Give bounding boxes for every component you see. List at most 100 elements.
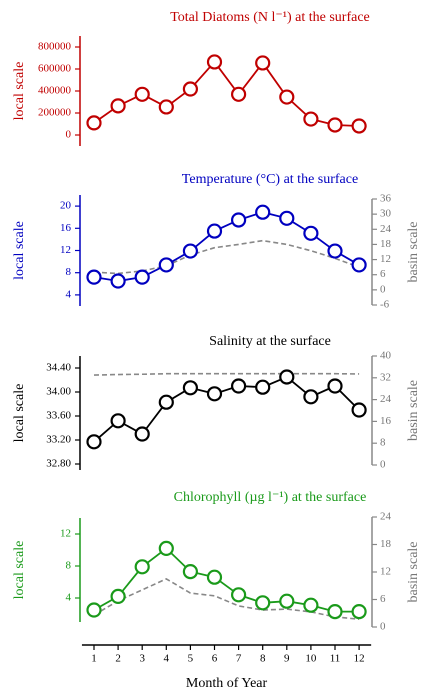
- y-axis-label: local scale: [12, 221, 27, 280]
- point: [351, 603, 367, 620]
- x-tick-label: 8: [260, 653, 266, 665]
- panel-title: Total Diatoms (N l⁻¹) at the surface: [170, 10, 370, 25]
- point: [134, 559, 150, 575]
- basin-line: [93, 577, 360, 621]
- y-axis-label: local scale: [12, 384, 27, 443]
- point: [303, 225, 319, 241]
- point: [206, 223, 223, 239]
- y2-tick-label: 24: [380, 223, 392, 235]
- y2-axis-label: basin scale: [406, 380, 421, 441]
- x-tick-label: 9: [284, 653, 290, 665]
- point: [158, 540, 174, 557]
- point: [110, 413, 126, 429]
- x-tick-label: 4: [164, 653, 170, 665]
- point: [351, 257, 367, 273]
- y-tick-label: 12: [60, 244, 71, 256]
- point: [206, 569, 223, 585]
- point: [279, 89, 295, 105]
- point: [231, 378, 247, 394]
- y2-tick-label: 12: [380, 253, 391, 265]
- x-tick-label: 5: [188, 653, 194, 665]
- y2-tick-label: 6: [380, 593, 386, 605]
- point: [327, 243, 343, 259]
- point: [110, 588, 126, 605]
- x-tick-label: 3: [139, 653, 145, 665]
- y2-tick-label: 18: [380, 238, 392, 250]
- point: [86, 602, 102, 618]
- point: [303, 597, 319, 613]
- x-tick-label: 10: [305, 653, 317, 665]
- point: [134, 426, 150, 442]
- y-tick-label: 32.80: [46, 458, 71, 470]
- y-axis-label: local scale: [12, 62, 27, 121]
- point: [327, 117, 343, 133]
- y2-tick-label: 16: [380, 415, 392, 427]
- point: [158, 394, 174, 410]
- point: [255, 204, 271, 220]
- point: [134, 86, 150, 102]
- y2-tick-label: 0: [380, 459, 386, 471]
- point: [231, 212, 247, 228]
- y-tick-label: 20: [60, 200, 72, 212]
- point: [279, 593, 295, 609]
- y-tick-label: 600000: [38, 63, 72, 75]
- y2-tick-label: 24: [380, 393, 392, 405]
- panel-title: Chlorophyll (µg l⁻¹) at the surface: [174, 490, 367, 505]
- y-tick-label: 0: [66, 129, 72, 141]
- y2-tick-label: 32: [380, 371, 391, 383]
- y-tick-label: 800000: [38, 41, 72, 53]
- point: [86, 269, 102, 285]
- y2-tick-label: 24: [380, 511, 392, 523]
- point: [303, 111, 319, 127]
- point: [327, 603, 343, 620]
- y-axis-label: local scale: [12, 541, 27, 600]
- point: [279, 369, 295, 385]
- basin-line: [93, 239, 360, 275]
- y-tick-label: 8: [66, 266, 72, 278]
- panel-title: Temperature (°C) at the surface: [182, 172, 358, 187]
- y-tick-label: 33.20: [46, 434, 71, 446]
- y2-tick-label: 30: [380, 208, 392, 220]
- point: [255, 595, 271, 611]
- point: [206, 54, 223, 70]
- y2-tick-label: 0: [380, 621, 386, 633]
- x-tick-label: 2: [115, 653, 121, 665]
- y-tick-label: 4: [66, 592, 72, 604]
- y2-tick-label: 36: [380, 193, 392, 205]
- y2-tick-label: 8: [380, 437, 386, 449]
- y2-tick-label: 18: [380, 538, 392, 550]
- series-line: [93, 375, 360, 443]
- point: [206, 386, 223, 402]
- point: [110, 273, 126, 289]
- point: [351, 118, 367, 134]
- y-tick-label: 16: [60, 222, 72, 234]
- point: [158, 99, 174, 115]
- y2-tick-label: -6: [380, 299, 390, 311]
- series-line: [93, 547, 360, 613]
- y-tick-label: 34.00: [46, 386, 71, 398]
- x-axis-label: Month of Year: [186, 676, 268, 691]
- point: [158, 257, 174, 273]
- y2-axis-label: basin scale: [406, 541, 421, 602]
- point: [327, 378, 343, 394]
- point: [182, 380, 198, 396]
- y2-tick-label: 6: [380, 268, 386, 280]
- point: [303, 389, 319, 405]
- x-tick-label: 12: [354, 653, 365, 665]
- x-tick-label: 11: [330, 653, 341, 665]
- y-tick-label: 400000: [38, 85, 72, 97]
- point: [86, 434, 102, 450]
- y2-axis-label: basin scale: [406, 221, 421, 282]
- point: [182, 81, 198, 97]
- x-tick-label: 6: [212, 653, 218, 665]
- y2-tick-label: 12: [380, 566, 391, 578]
- point: [351, 402, 367, 418]
- point: [279, 210, 295, 226]
- x-tick-label: 7: [236, 653, 242, 665]
- point: [134, 269, 150, 285]
- point: [86, 115, 102, 131]
- y-tick-label: 33.60: [46, 410, 71, 422]
- point: [255, 379, 271, 395]
- point: [231, 587, 247, 603]
